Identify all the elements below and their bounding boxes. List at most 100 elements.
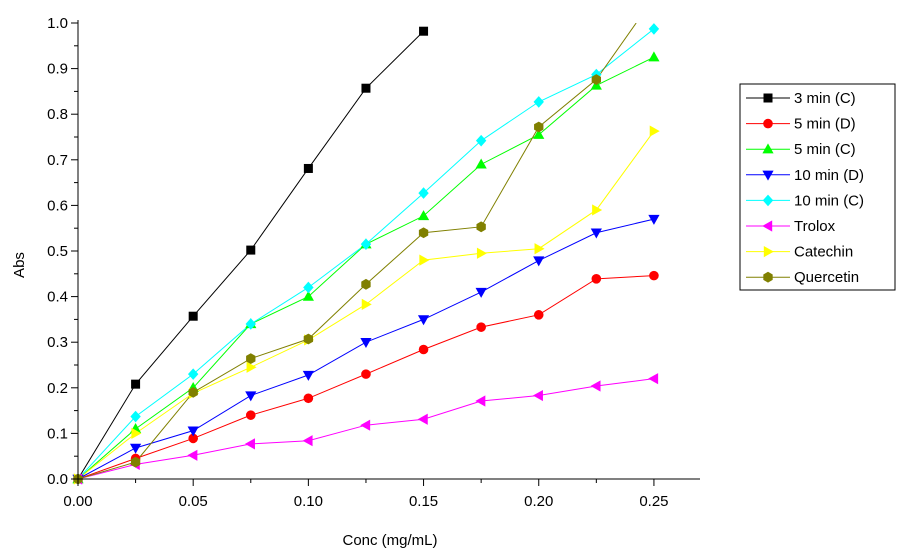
data-point xyxy=(246,353,256,365)
data-point xyxy=(245,318,256,330)
y-tick-label: 0.3 xyxy=(47,334,68,351)
data-point xyxy=(476,247,487,259)
data-point xyxy=(417,315,430,326)
data-point xyxy=(303,163,313,173)
data-point xyxy=(590,380,601,392)
legend: 3 min (C) 5 min (D) 5 min (C) 10 min (D) 10 … xyxy=(739,83,896,291)
data-point xyxy=(649,270,659,281)
data-point xyxy=(361,369,371,379)
data-point xyxy=(532,389,543,402)
x-axis-label: Conc (mg/mL) xyxy=(342,532,437,549)
y-tick-label: 0.0 xyxy=(47,471,68,488)
series-line-4 xyxy=(78,218,655,479)
legend-marker xyxy=(762,194,774,207)
data-point xyxy=(187,449,198,461)
data-point xyxy=(592,204,603,216)
legend-label: Quercetin xyxy=(794,269,859,286)
data-point xyxy=(303,281,314,294)
legend-marker xyxy=(762,170,774,181)
data-point xyxy=(245,391,257,402)
data-point xyxy=(648,214,660,225)
y-tick-label: 0.9 xyxy=(47,61,68,78)
data-point xyxy=(476,322,486,332)
y-tick-label: 0.5 xyxy=(47,243,68,260)
data-point xyxy=(302,435,313,447)
data-point xyxy=(246,245,256,255)
data-point xyxy=(130,410,141,423)
y-tick-label: 0.4 xyxy=(47,289,68,306)
y-tick-label: 0.6 xyxy=(47,197,68,214)
legend-label: 5 min (D) xyxy=(794,116,856,133)
y-tick-label: 0.2 xyxy=(47,380,68,397)
data-point xyxy=(475,395,486,407)
data-point xyxy=(131,379,141,389)
legend-marker xyxy=(763,246,774,258)
x-tick-label: 0.15 xyxy=(409,493,438,510)
y-tick-label: 0.7 xyxy=(47,152,68,169)
data-point xyxy=(188,311,198,321)
data-point xyxy=(648,51,660,62)
legend-label: 5 min (C) xyxy=(794,141,856,158)
legend-label: 10 min (C) xyxy=(794,192,864,209)
data-point xyxy=(417,210,430,221)
data-point xyxy=(244,438,255,450)
data-point xyxy=(476,221,486,233)
data-point xyxy=(534,121,544,133)
data-point xyxy=(303,333,314,345)
data-point xyxy=(131,427,142,439)
data-point xyxy=(419,254,430,266)
x-tick-label: 0.10 xyxy=(294,493,323,510)
data-point xyxy=(303,393,314,404)
data-point xyxy=(648,373,659,385)
legend-marker xyxy=(762,143,774,154)
data-point xyxy=(187,368,199,380)
legend-marker xyxy=(763,271,773,283)
data-point xyxy=(361,83,371,93)
data-point xyxy=(246,361,257,373)
legend-label: Trolox xyxy=(794,218,836,235)
data-point xyxy=(360,338,372,348)
series-line-3 xyxy=(78,56,655,479)
data-point xyxy=(360,238,372,250)
data-point xyxy=(533,128,545,139)
data-point xyxy=(245,410,256,420)
x-tick-label: 0.00 xyxy=(63,493,92,510)
series-line-6 xyxy=(78,378,654,479)
legend-marker xyxy=(762,220,773,232)
data-point xyxy=(475,287,487,298)
data-point xyxy=(533,310,544,320)
axes: 0.00 0.05 0.10 0.15 0.20 0.25 0.0 0.1 0.2 0.3 0.4 0… xyxy=(47,15,700,510)
data-point xyxy=(130,456,141,468)
y-axis-label: Abs xyxy=(11,252,28,278)
data-point xyxy=(475,134,487,147)
data-point xyxy=(302,290,314,301)
data-point xyxy=(361,298,372,310)
data-point xyxy=(475,158,487,169)
data-point xyxy=(591,274,602,284)
data-point xyxy=(187,426,199,437)
data-point xyxy=(534,243,545,255)
x-tick-label: 0.05 xyxy=(179,493,208,510)
legend-label: 10 min (D) xyxy=(794,167,864,184)
series-line-5 xyxy=(78,28,655,479)
data-point xyxy=(302,370,314,381)
data-point xyxy=(360,419,371,431)
x-tick-label: 0.25 xyxy=(639,493,668,510)
data-point xyxy=(533,256,545,267)
data-point xyxy=(649,125,660,137)
data-point xyxy=(418,227,429,239)
data-point xyxy=(188,433,198,444)
x-tick-label: 0.20 xyxy=(524,493,553,510)
legend-label: 3 min (C) xyxy=(794,90,856,107)
data-point xyxy=(533,96,544,108)
data-point xyxy=(418,187,429,199)
data-point xyxy=(129,443,142,454)
data-point xyxy=(590,228,602,239)
data-point xyxy=(648,23,660,35)
data-point xyxy=(188,386,198,398)
data-point xyxy=(591,74,602,85)
plot-markers xyxy=(72,23,660,485)
legend-label: Catechin xyxy=(794,244,853,261)
data-point xyxy=(419,26,429,36)
